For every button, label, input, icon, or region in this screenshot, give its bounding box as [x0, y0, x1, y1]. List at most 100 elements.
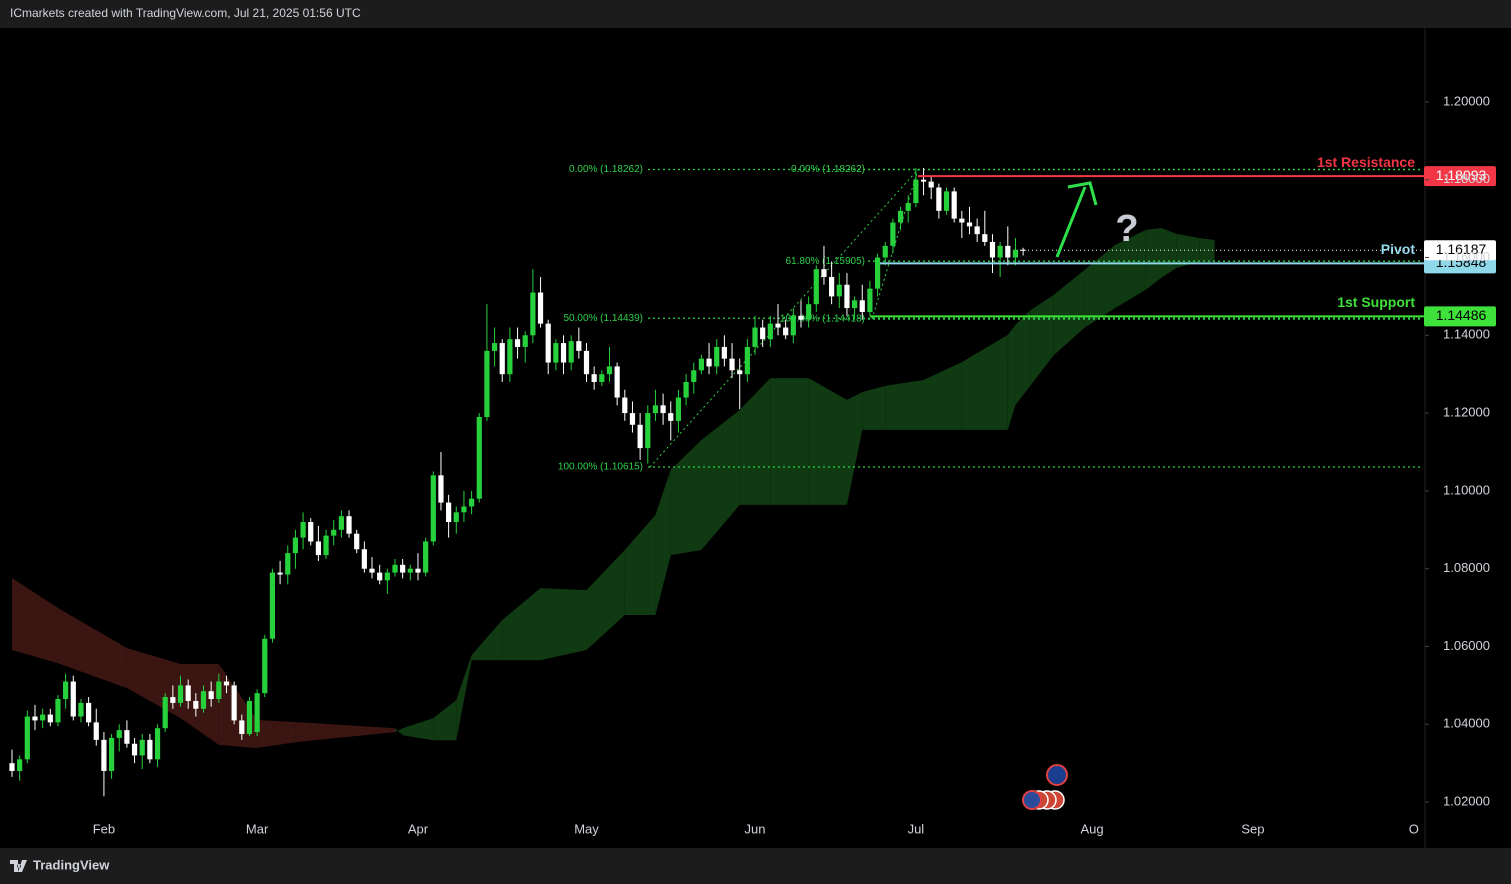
candle-body: [989, 241, 996, 258]
candle-body: [813, 269, 819, 305]
candle-body: [706, 358, 712, 367]
cloud-segment: [257, 720, 296, 749]
cloud-segment: [923, 362, 962, 430]
price-tag: [1424, 306, 1496, 327]
candle-body: [323, 535, 329, 556]
candle-body: [108, 737, 115, 771]
x-tick-label: O: [1409, 821, 1419, 836]
candle-body: [231, 685, 237, 721]
candle-body: [614, 366, 620, 398]
candle-body: [63, 681, 69, 700]
cloud-segment: [1161, 227, 1177, 279]
candle-body: [982, 234, 988, 242]
candle-body: [93, 722, 99, 740]
cloud-segment: [739, 378, 771, 505]
candle-body: [545, 323, 551, 363]
y-tick-label: 1.20000: [1443, 93, 1490, 108]
candle-body: [346, 516, 352, 534]
candle-body: [1012, 249, 1019, 258]
candle-body: [239, 720, 245, 735]
level-label: 1st Resistance: [1317, 154, 1415, 170]
candle-body: [668, 413, 674, 421]
price-tag-label: 1.18093: [1436, 167, 1487, 183]
cloud-segment: [433, 700, 457, 741]
candle-body: [47, 714, 53, 723]
candle-body: [78, 702, 84, 717]
candle-body: [675, 397, 682, 421]
candle-body: [285, 553, 291, 575]
last-price-tag: [1424, 240, 1496, 261]
fib-trend: [871, 169, 919, 320]
candle-body: [101, 739, 107, 771]
x-tick-label: Aug: [1080, 821, 1103, 836]
candle-body: [576, 341, 582, 351]
x-tick-label: May: [574, 821, 599, 836]
level-label: 1st Support: [1337, 294, 1415, 310]
candle-body: [943, 191, 950, 211]
x-tick-label: Jul: [908, 821, 925, 836]
candle-body: [1020, 249, 1026, 251]
price-tag-label: 1.14486: [1436, 307, 1487, 323]
candle-body: [744, 346, 750, 375]
candle-body: [790, 315, 796, 336]
candle-body: [40, 714, 46, 721]
candle-body: [354, 533, 360, 550]
fib-label: 50.00% (1.14439): [563, 313, 643, 324]
candle-body: [446, 502, 452, 523]
candle-body: [966, 222, 973, 227]
candle-body: [223, 681, 230, 686]
price-tag: [1424, 166, 1496, 187]
candle-body: [491, 343, 498, 351]
candle-body: [476, 416, 482, 499]
candle-body: [844, 284, 850, 309]
candle-body: [905, 203, 911, 211]
candle-body: [698, 358, 704, 371]
x-tick-label: Jun: [745, 821, 766, 836]
candle-body: [829, 276, 835, 297]
candle-body: [208, 691, 214, 700]
candle-body: [530, 292, 536, 336]
candle-body: [193, 700, 199, 709]
candle-body: [308, 522, 314, 542]
candle-body: [553, 343, 559, 363]
cloud-segment: [655, 469, 671, 615]
candle-body: [277, 572, 283, 575]
candle-body: [415, 568, 421, 573]
candle-body: [262, 638, 268, 694]
candle-body: [629, 413, 636, 425]
candle-body: [200, 691, 207, 709]
candle-body: [162, 697, 168, 729]
cloud-segment: [540, 588, 587, 661]
candle-body: [86, 702, 92, 723]
candle-body: [484, 350, 490, 417]
candle-body: [997, 245, 1003, 258]
cloud-segment: [1007, 324, 1016, 430]
y-tick-label: 1.02000: [1443, 794, 1490, 809]
candle-body: [652, 405, 659, 414]
candle-body: [407, 568, 413, 573]
cloud-segment: [456, 655, 472, 741]
candle-body: [384, 572, 390, 581]
candle-body: [55, 699, 61, 723]
candle-body: [469, 498, 475, 507]
candle-body: [246, 700, 253, 735]
candle-body: [890, 222, 896, 246]
cloud-segment: [1199, 238, 1215, 262]
cloud-segment: [180, 664, 219, 745]
candle-body: [775, 323, 781, 328]
cloud-segment: [1176, 233, 1200, 269]
candle-body: [767, 323, 773, 340]
cloud-segment: [961, 334, 1008, 430]
candle-body: [951, 191, 957, 219]
candle-body: [737, 370, 743, 375]
cloud-segment: [1030, 294, 1054, 386]
candle-body: [216, 681, 222, 700]
fib-label: 100.00% (1.14418): [780, 314, 865, 325]
candle-body: [315, 541, 321, 556]
cloud-segment: [295, 721, 395, 743]
candle-body: [170, 697, 176, 703]
candle-body: [752, 327, 758, 347]
candle-body: [859, 300, 865, 312]
candle-body: [17, 759, 23, 771]
candle-body: [637, 424, 643, 449]
